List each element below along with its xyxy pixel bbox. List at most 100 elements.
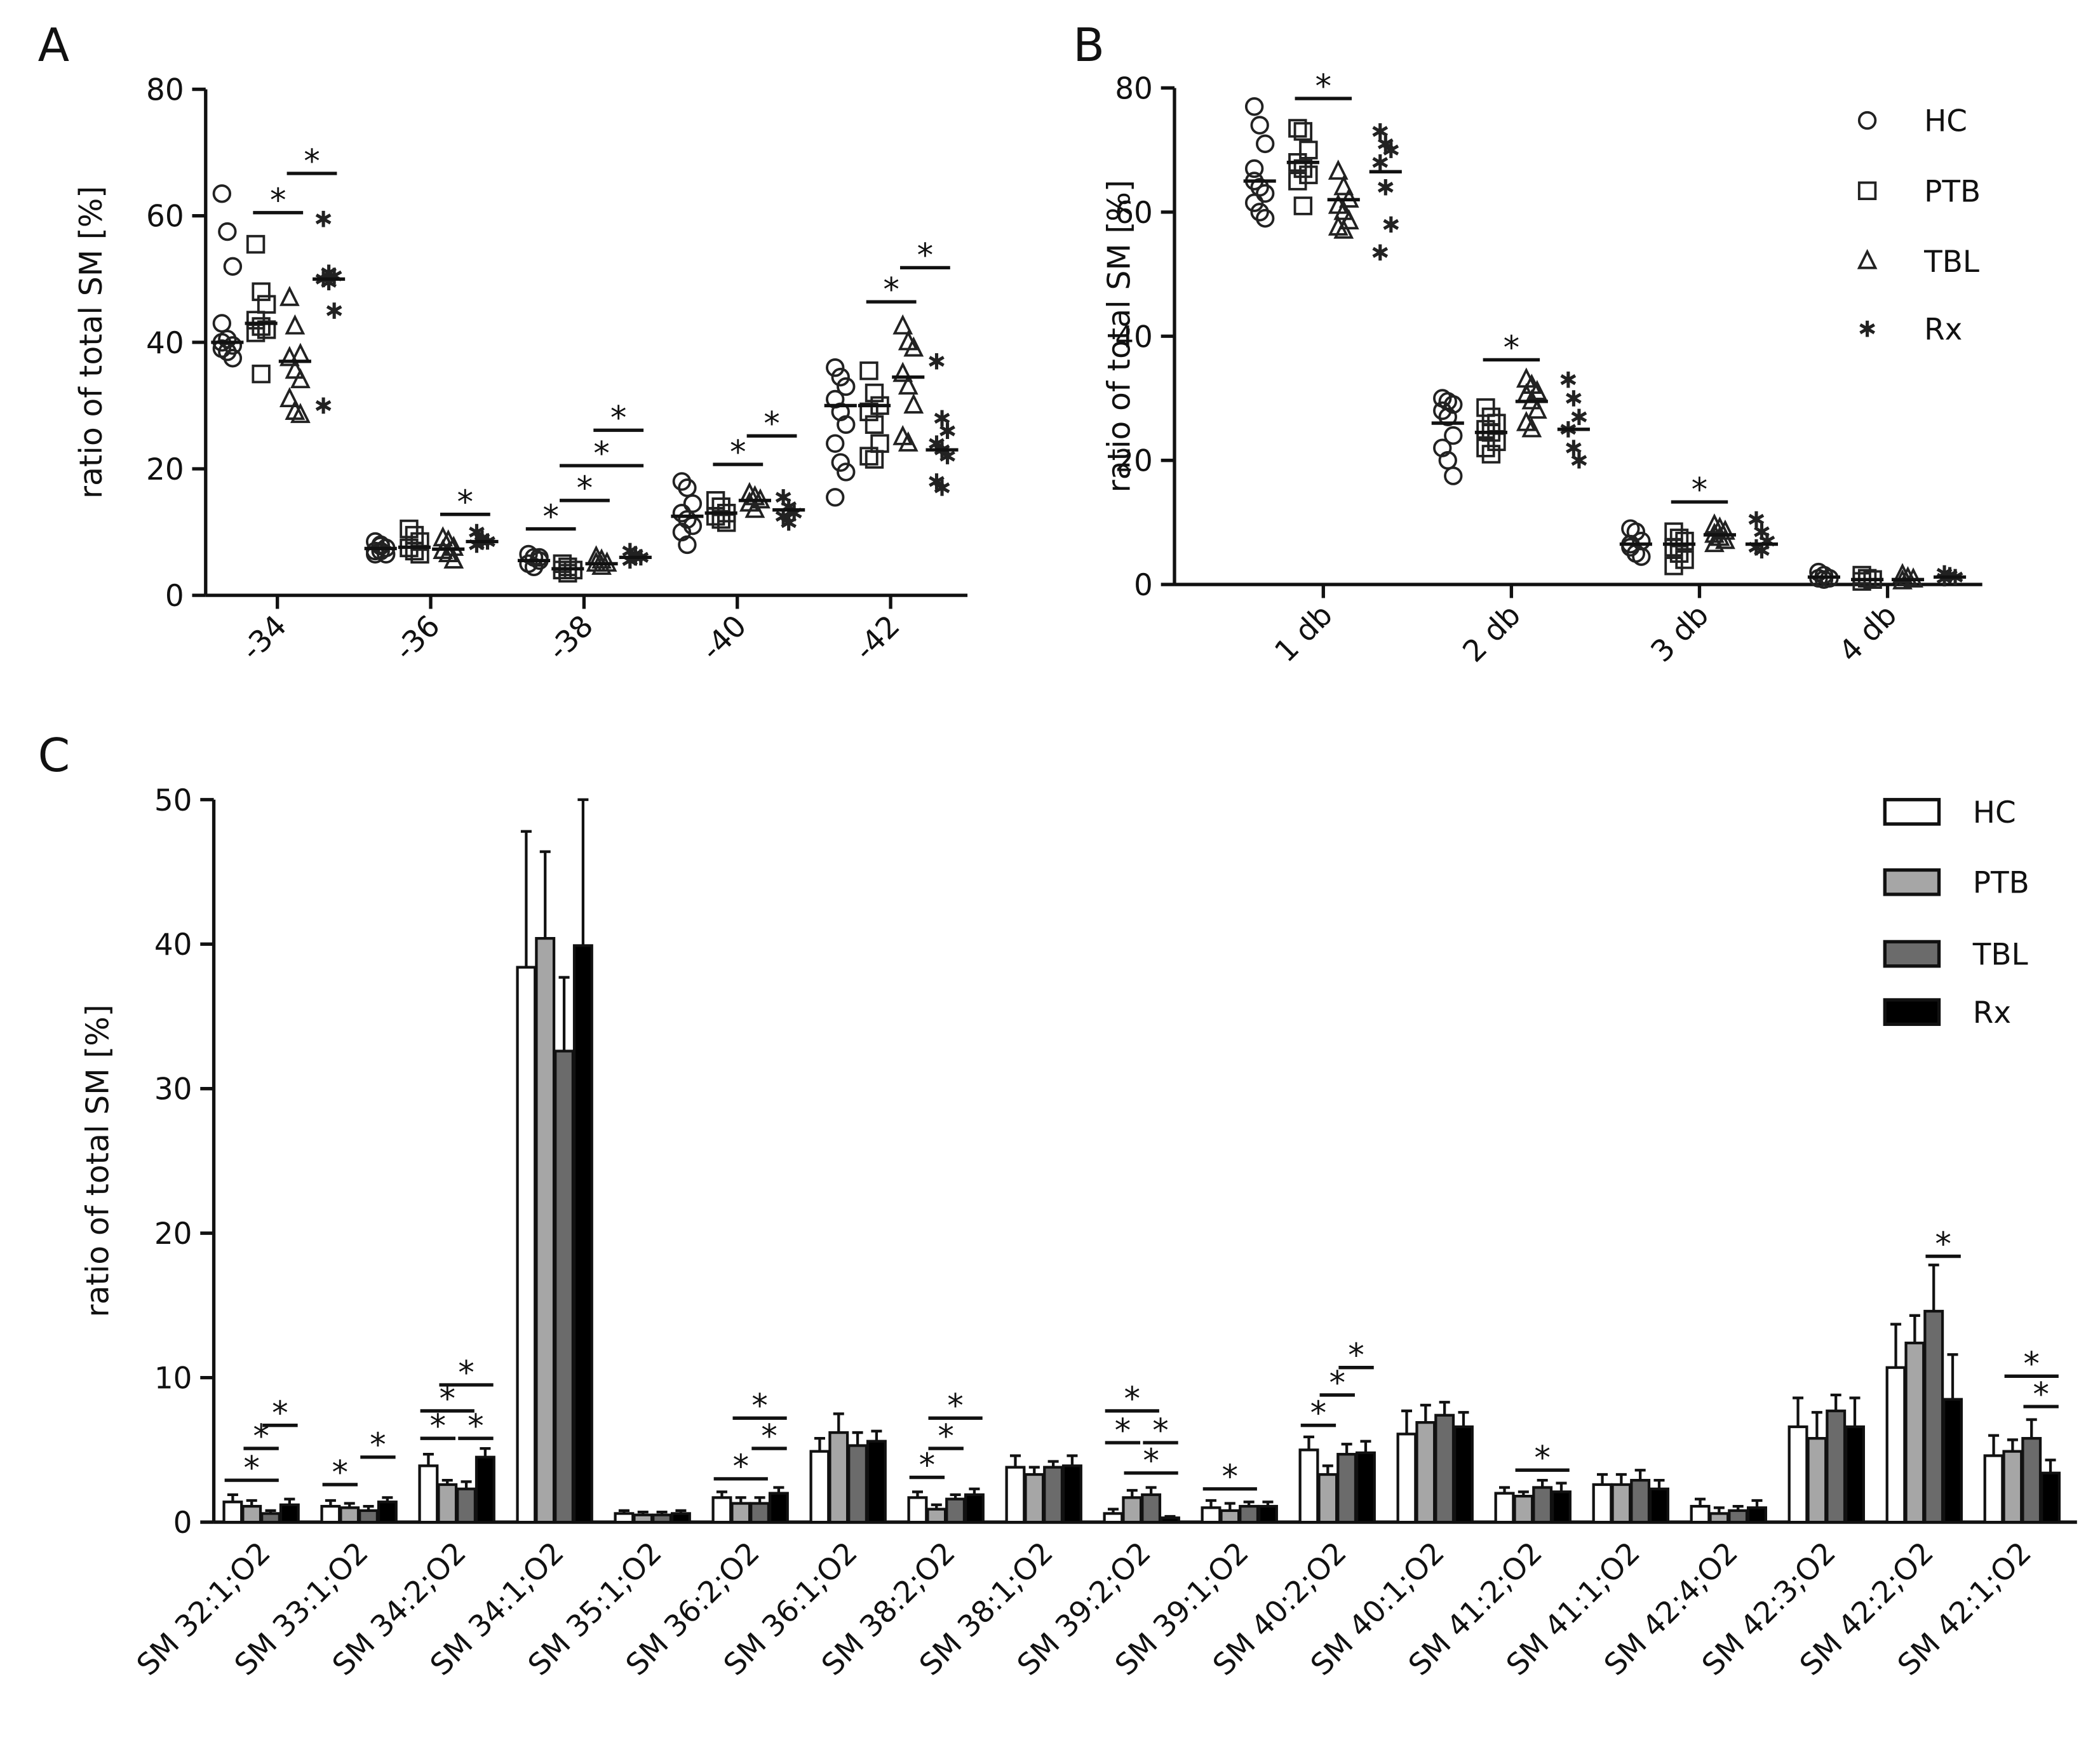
bar (1043, 1466, 1064, 1524)
significance-label: * (1935, 1225, 1951, 1263)
error-bar (773, 1486, 784, 1494)
bar (768, 1492, 789, 1524)
error-bar (1047, 1460, 1059, 1467)
bar (1434, 1413, 1455, 1524)
significance-label: * (1692, 471, 1708, 509)
y-tick-label: 40 (154, 928, 192, 962)
point (826, 358, 845, 377)
error-bar (1164, 1514, 1176, 1518)
error-bar (1360, 1440, 1371, 1453)
error-bar (1126, 1488, 1138, 1498)
bar (926, 1507, 947, 1524)
point (1669, 544, 1689, 563)
point (683, 494, 703, 513)
y-tick-label: 80 (146, 74, 184, 108)
panel-label: A (38, 19, 70, 72)
point (252, 364, 271, 384)
bar (1923, 1309, 1944, 1524)
significance-label: * (610, 400, 627, 437)
bar (535, 936, 556, 1524)
point (252, 282, 271, 301)
point (1338, 209, 1359, 230)
point (1333, 218, 1354, 239)
y-tick-label: 80 (1115, 72, 1153, 106)
point (1566, 440, 1582, 456)
error-bar (618, 1509, 629, 1514)
bar (633, 1513, 654, 1524)
point (405, 541, 424, 561)
y-tick-label: 60 (1115, 196, 1153, 231)
bar (418, 1464, 439, 1524)
bar (1513, 1495, 1534, 1524)
error-bar (735, 1496, 746, 1504)
point (837, 462, 856, 482)
bar (866, 1440, 887, 1524)
bar (1220, 1509, 1241, 1524)
bar (2002, 1450, 2023, 1524)
bar (1103, 1512, 1124, 1524)
bar (1551, 1490, 1572, 1524)
bar (1885, 1366, 1906, 1524)
error-bar (1793, 1396, 1804, 1427)
error-bar (344, 1502, 355, 1508)
point (315, 397, 332, 414)
bar (847, 1444, 868, 1524)
point (898, 431, 919, 452)
point (929, 353, 945, 370)
significance-label: * (1534, 1440, 1551, 1477)
y-tick-label: 30 (154, 1073, 192, 1107)
legend-label: Rx (1973, 996, 2011, 1030)
significance-label: * (1316, 68, 1332, 105)
point (1632, 547, 1651, 566)
y-tick-label: 20 (154, 1217, 192, 1251)
point (1748, 511, 1765, 528)
error-bar (637, 1511, 649, 1515)
point (1852, 572, 1871, 591)
point (257, 295, 276, 314)
bar (730, 1502, 751, 1524)
point (400, 519, 419, 539)
x-tick-label: 3 db (1645, 598, 1716, 670)
point (223, 336, 243, 355)
y-tick-label: 20 (1115, 445, 1153, 479)
significance-label: * (370, 1427, 386, 1464)
error-bar (422, 1453, 434, 1466)
bar (1630, 1478, 1651, 1524)
point (826, 488, 845, 507)
error-bar (2026, 1418, 2037, 1439)
bar (377, 1501, 398, 1524)
point (1444, 466, 1463, 485)
bar (1317, 1473, 1338, 1524)
bar (516, 966, 537, 1524)
significance-label: * (2023, 1345, 2040, 1383)
point (1293, 196, 1313, 215)
bar (1611, 1483, 1632, 1524)
error-bar (675, 1509, 687, 1514)
point (781, 514, 797, 531)
point (285, 314, 306, 335)
legend-swatch (1883, 998, 1941, 1026)
point (1250, 116, 1269, 135)
bar (1532, 1486, 1553, 1524)
significance-label: * (1222, 1459, 1239, 1496)
bar (572, 944, 593, 1524)
error-bar (1322, 1464, 1333, 1475)
error-bar (1439, 1401, 1450, 1415)
x-tick-label: 1 db (1269, 598, 1340, 670)
bar (437, 1483, 458, 1524)
error-bar (1420, 1403, 1431, 1423)
bar (279, 1503, 300, 1524)
point (1293, 159, 1313, 179)
bar (711, 1496, 732, 1524)
bar (1415, 1421, 1436, 1524)
significance-label: * (883, 271, 899, 309)
bar (1942, 1398, 1963, 1524)
significance-label: * (1504, 329, 1520, 367)
significance-label: * (1143, 1443, 1159, 1480)
point (1675, 550, 1694, 569)
point (410, 532, 429, 551)
point (1571, 452, 1587, 469)
error-bar (1205, 1499, 1217, 1508)
bar (614, 1512, 635, 1524)
